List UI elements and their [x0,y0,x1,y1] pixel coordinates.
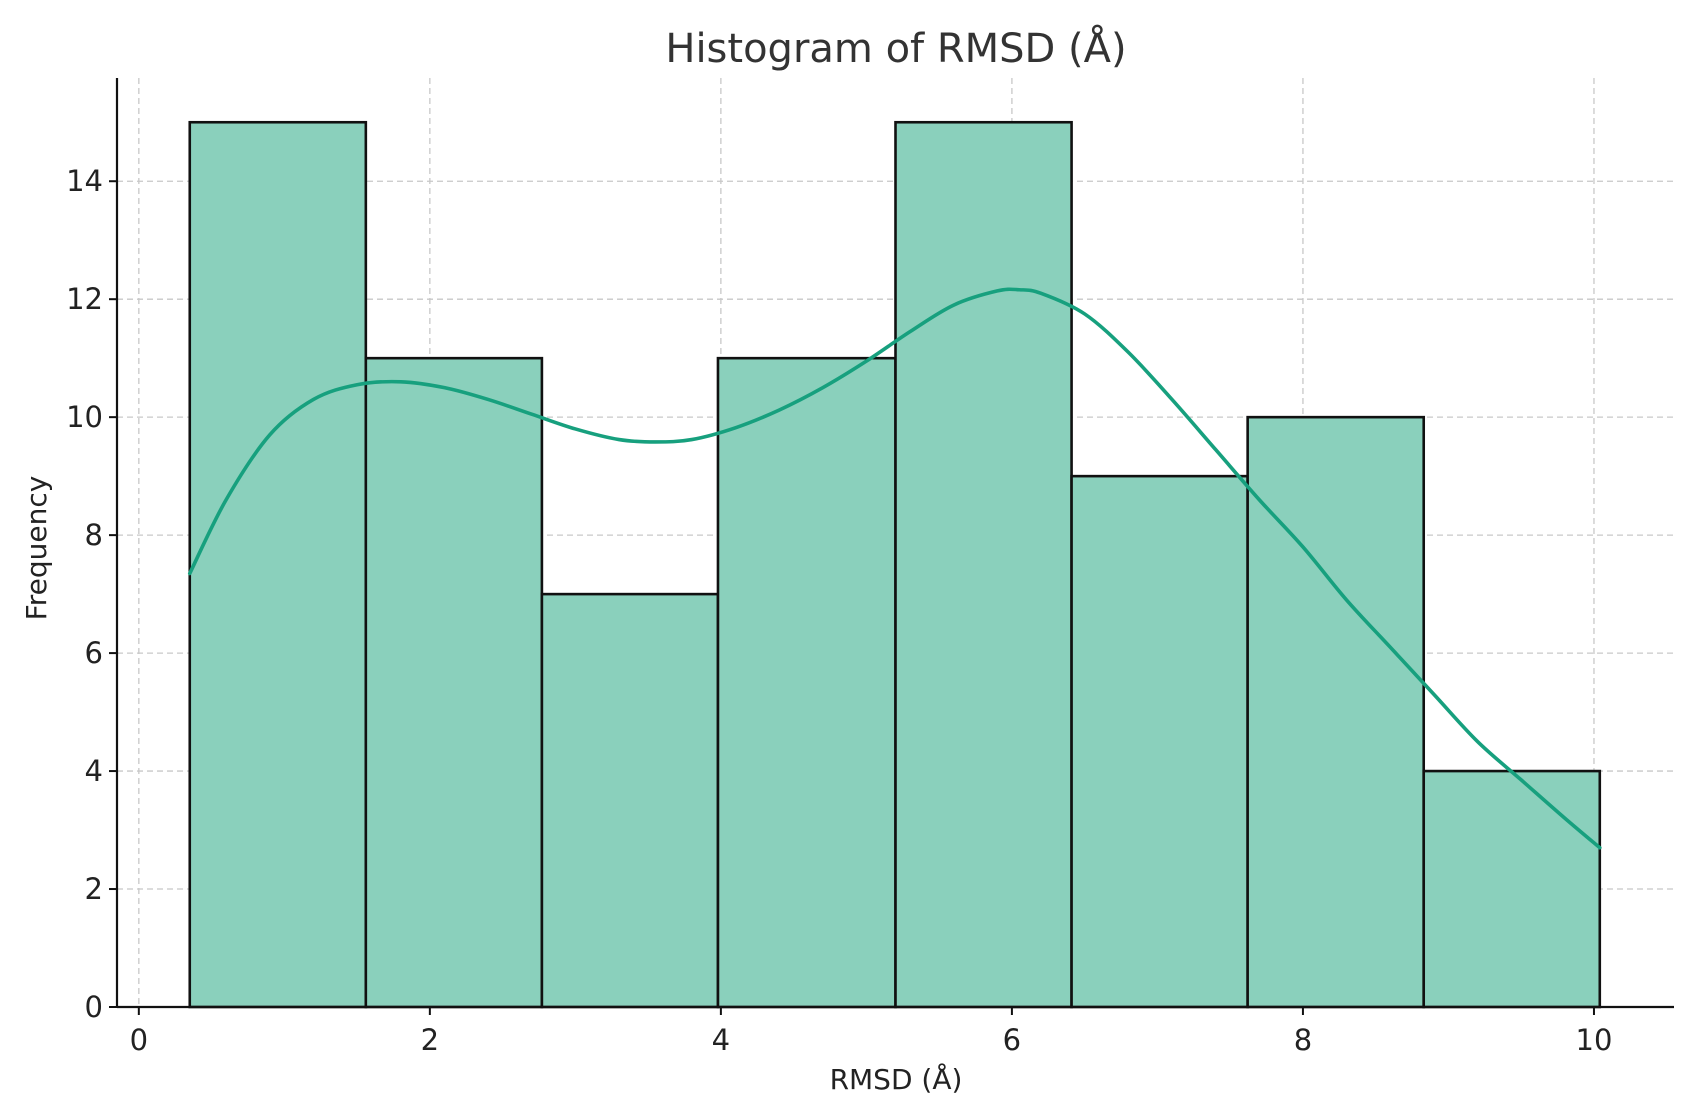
histogram-bar [1246,415,1426,1009]
y-tick-label: 2 [85,872,103,906]
x-tick-label: 8 [1294,1023,1312,1057]
histogram-bar [716,356,897,1009]
y-tick-label: 12 [66,282,103,316]
y-tick-label: 14 [66,164,103,198]
x-tick-label: 10 [1576,1023,1613,1057]
histogram-bar [188,120,368,1009]
histogram-bar [540,592,720,1009]
y-tick-label: 0 [85,990,103,1024]
tick-labels: 0 2 4 6 8 10 0 2 4 6 8 10 12 14 [66,164,1612,1057]
x-tick-label: 2 [421,1023,439,1057]
histogram-bar [1422,769,1602,1009]
histogram-bar [894,120,1073,1009]
y-tick-label: 10 [66,400,103,434]
axes [109,78,1674,1015]
x-tick-label: 0 [130,1023,148,1057]
y-tick-label: 4 [85,754,103,788]
kde-curve-group [187,287,1602,850]
kde-curve [187,287,1602,850]
x-axis-label: RMSD (Å) [830,1062,963,1096]
y-tick-label: 6 [85,636,103,670]
histogram-bars [188,120,1602,1009]
y-tick-label: 8 [85,518,103,552]
histogram-bar [364,356,544,1009]
x-tick-label: 4 [712,1023,730,1057]
x-tick-label: 6 [1003,1023,1021,1057]
y-axis-label: Frequency [20,476,53,621]
histogram-bar [1070,474,1249,1009]
chart-title: Histogram of RMSD (Å) [665,24,1126,72]
